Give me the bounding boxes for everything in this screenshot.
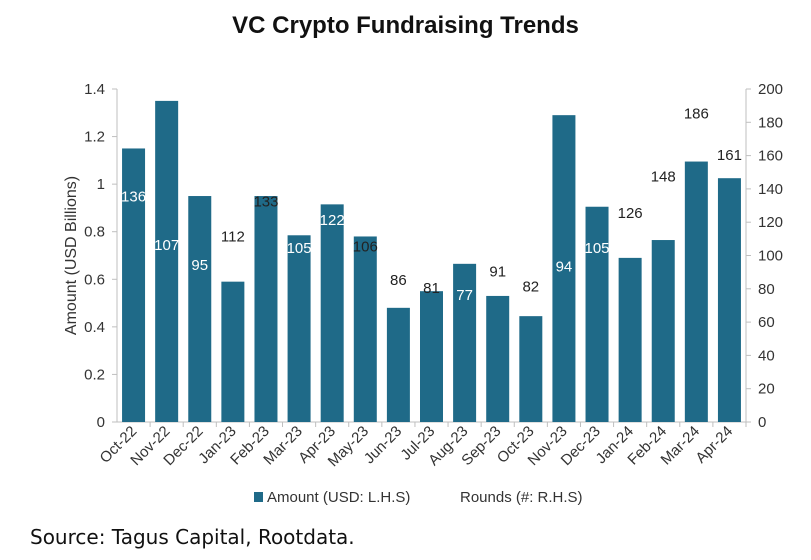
chart-svg: 0 0.2 0.4 0.6 0.8 1 1.2 1.4 0 20 40 60 80 100 120 140 16…: [63, 81, 783, 506]
rounds-data-label: 94: [556, 258, 573, 275]
bar: [155, 100, 179, 423]
y-tick-label: 0.8: [84, 224, 105, 241]
source-note: Source: Tagus Capital, Rootdata.: [30, 525, 355, 549]
y-axis-title: Amount (USD Billions): [63, 176, 80, 335]
bar: [717, 178, 741, 422]
y2-tick-label: 200: [758, 81, 783, 98]
y2-tick-label: 0: [758, 414, 766, 431]
bar: [188, 196, 212, 422]
legend-label-amount: Amount (USD: L.H.S): [267, 489, 410, 506]
rounds-data-label: 77: [456, 287, 473, 304]
y2-tick-label: 20: [758, 381, 775, 398]
rounds-data-label: 186: [684, 105, 709, 122]
y-tick-label: 1.4: [84, 81, 105, 98]
y-tick-label: 0: [97, 414, 105, 431]
bar: [122, 148, 146, 422]
bar: [287, 235, 311, 422]
x-tick-label: Apr-24: [692, 423, 736, 467]
chart-title: VC Crypto Fundraising Trends: [232, 12, 579, 39]
bar: [221, 281, 245, 422]
rounds-data-label: 86: [390, 272, 407, 289]
bar: [651, 240, 675, 422]
y2-tick-label: 160: [758, 148, 783, 165]
x-tick-label: Jun-23: [361, 423, 405, 467]
rounds-data-label: 82: [522, 278, 539, 295]
bar: [552, 115, 576, 423]
bar: [519, 316, 543, 422]
y2-tick-label: 180: [758, 114, 783, 131]
rounds-data-label: 107: [154, 237, 179, 254]
bar: [684, 161, 708, 422]
rounds-data-label: 136: [121, 189, 146, 206]
bar: [386, 307, 410, 422]
legend-swatch-amount: [254, 492, 263, 502]
rounds-data-label: 112: [221, 229, 245, 246]
rounds-data-label: 105: [287, 240, 312, 257]
y2-tick-label: 100: [758, 248, 783, 265]
rounds-data-label: 126: [618, 205, 643, 222]
bar: [585, 206, 609, 422]
y2-tick-label: 40: [758, 347, 775, 364]
y-tick-label: 0.4: [84, 319, 105, 336]
y-tick-label: 1: [97, 176, 105, 193]
y2-tick-label: 80: [758, 281, 775, 298]
bar: [618, 257, 642, 422]
y-tick-label: 0.6: [84, 271, 105, 288]
bar: [254, 196, 278, 422]
rounds-data-label: 81: [423, 280, 440, 297]
rounds-data-label: 122: [320, 212, 345, 229]
y2-tick-label: 120: [758, 214, 783, 231]
rounds-data-label: 133: [253, 194, 278, 211]
y2-tick-label: 140: [758, 181, 783, 198]
rounds-data-label: 95: [191, 257, 208, 274]
rounds-data-label: 161: [717, 147, 742, 164]
y2-tick-label: 60: [758, 314, 775, 331]
bar: [453, 263, 477, 422]
y-tick-label: 0.2: [84, 366, 105, 383]
rounds-data-label: 148: [651, 169, 676, 186]
y-tick-label: 1.2: [84, 129, 105, 146]
bar: [486, 295, 510, 422]
rounds-data-label: 91: [489, 263, 506, 280]
bar: [353, 236, 377, 422]
rounds-data-label: 106: [353, 239, 378, 256]
rounds-data-label: 105: [585, 240, 610, 257]
legend-label-rounds: Rounds (#: R.H.S): [460, 489, 583, 506]
bar: [420, 291, 443, 422]
bar: [320, 204, 344, 422]
